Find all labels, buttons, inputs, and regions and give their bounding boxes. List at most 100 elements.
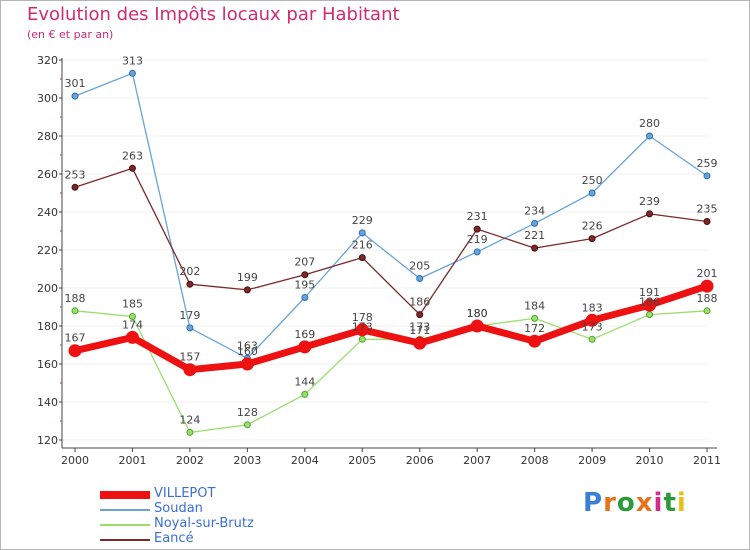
- data-label: 180: [467, 307, 488, 320]
- data-label: 231: [467, 210, 488, 223]
- data-label: 199: [237, 271, 258, 284]
- data-point: [128, 313, 136, 320]
- data-label: 205: [409, 260, 430, 273]
- legend-swatch: [100, 539, 150, 541]
- logo-letter: r: [603, 488, 617, 518]
- data-label: 184: [524, 299, 545, 312]
- data-point: [470, 319, 484, 333]
- data-point: [646, 132, 654, 140]
- data-label: 191: [639, 286, 660, 299]
- data-point: [588, 235, 596, 243]
- data-point: [643, 298, 657, 312]
- logo-letter: i: [653, 488, 664, 518]
- data-point: [68, 344, 82, 358]
- data-label: 183: [582, 301, 603, 314]
- legend-label: Soudan: [154, 501, 203, 516]
- data-label: 259: [697, 157, 718, 170]
- data-label: 186: [409, 296, 430, 309]
- data-label: 250: [582, 174, 603, 187]
- data-label: 253: [65, 168, 86, 181]
- y-tick-label: 180: [37, 320, 58, 333]
- data-label: 179: [179, 309, 200, 322]
- data-point: [128, 164, 136, 172]
- data-point: [585, 313, 599, 327]
- data-point: [358, 229, 366, 237]
- data-label: 234: [524, 204, 545, 217]
- x-tick-label: 2002: [176, 454, 204, 467]
- data-point: [71, 183, 79, 191]
- data-label: 221: [524, 229, 545, 242]
- data-label: 195: [294, 279, 315, 292]
- data-point: [646, 210, 654, 218]
- data-point: [355, 323, 369, 337]
- data-point: [301, 294, 309, 301]
- logo-letter: t: [663, 488, 677, 518]
- data-label: 171: [409, 324, 430, 337]
- y-tick-label: 300: [37, 92, 58, 105]
- series-line-0: [71, 282, 711, 374]
- data-label: 186: [639, 296, 660, 309]
- x-tick-label: 2009: [578, 454, 606, 467]
- data-label: 202: [179, 265, 200, 278]
- legend-label: Eancé: [154, 531, 194, 546]
- y-tick-label: 160: [37, 358, 58, 371]
- data-label: 173: [582, 320, 603, 333]
- data-point: [531, 219, 539, 227]
- data-point: [531, 314, 539, 322]
- data-point: [125, 330, 139, 344]
- series-line-2: [74, 310, 708, 434]
- logo-letter: x: [635, 488, 654, 518]
- data-label: 173: [352, 320, 373, 333]
- data-point: [71, 307, 79, 315]
- data-label: 229: [352, 214, 373, 227]
- chart-subtitle: (en € et par an): [27, 28, 114, 41]
- data-label: 157: [179, 351, 200, 364]
- data-point: [240, 357, 254, 371]
- data-point: [588, 189, 596, 197]
- data-label: 188: [697, 292, 718, 305]
- data-label: 160: [237, 345, 258, 358]
- data-label: 172: [524, 322, 545, 335]
- data-point: [183, 363, 197, 377]
- data-point: [703, 307, 711, 315]
- data-point: [243, 421, 251, 429]
- x-tick-label: 2007: [463, 454, 491, 467]
- data-label: 226: [582, 220, 603, 233]
- chart-title: Evolution des Impôts locaux par Habitant: [27, 4, 400, 25]
- data-label: 188: [65, 292, 86, 305]
- data-label: 280: [639, 117, 660, 130]
- y-tick-label: 140: [37, 396, 58, 409]
- x-tick-label: 2003: [233, 454, 261, 467]
- x-tick-label: 2004: [291, 454, 319, 467]
- y-tick-label: 200: [37, 282, 58, 295]
- data-label: 239: [639, 195, 660, 208]
- data-point: [473, 225, 481, 233]
- legend-swatch: [100, 491, 150, 499]
- x-tick-label: 2011: [693, 454, 721, 467]
- data-point: [416, 311, 424, 319]
- data-label: 180: [467, 307, 488, 320]
- y-tick-label: 320: [37, 54, 58, 67]
- x-tick-label: 2000: [61, 454, 89, 467]
- x-tick-label: 2001: [118, 454, 146, 467]
- data-label: 235: [697, 203, 718, 216]
- data-label: 144: [294, 375, 315, 388]
- series-line-1: [74, 72, 708, 359]
- data-point: [186, 428, 194, 436]
- data-label: 219: [467, 233, 488, 246]
- data-point: [186, 280, 194, 288]
- data-point: [528, 334, 542, 348]
- data-point: [301, 390, 309, 398]
- series-line-3: [74, 167, 708, 316]
- data-label: 128: [237, 406, 258, 419]
- data-label: 178: [352, 311, 373, 324]
- data-label: 216: [352, 239, 373, 252]
- data-point: [473, 248, 481, 256]
- logo-letter: i: [676, 488, 687, 518]
- data-label: 263: [122, 149, 143, 162]
- data-label: 167: [65, 332, 86, 345]
- y-tick-label: 220: [37, 244, 58, 257]
- data-point: [703, 172, 711, 180]
